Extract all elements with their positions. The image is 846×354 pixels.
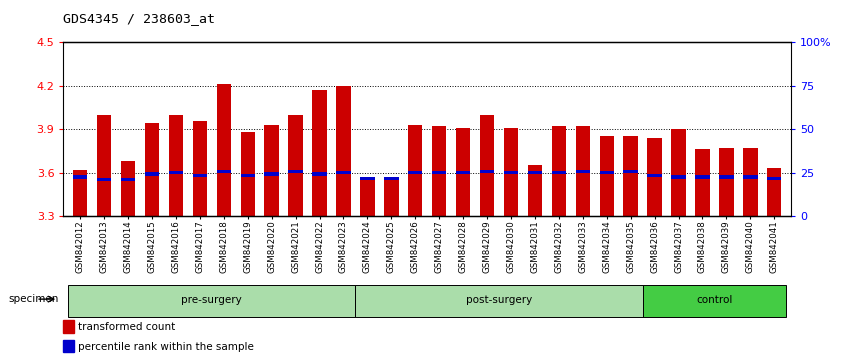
Bar: [672, 175, 686, 178]
Bar: [719, 175, 733, 178]
Bar: [647, 138, 662, 216]
Bar: [384, 178, 398, 216]
Bar: [624, 136, 638, 216]
Text: post-surgery: post-surgery: [466, 295, 532, 305]
Bar: [408, 125, 422, 216]
Bar: [63, 320, 74, 333]
Bar: [288, 170, 303, 173]
Bar: [647, 174, 662, 177]
Bar: [672, 129, 686, 216]
Bar: [312, 90, 327, 216]
Bar: [288, 115, 303, 216]
Bar: [336, 86, 350, 216]
Bar: [193, 174, 207, 177]
Text: percentile rank within the sample: percentile rank within the sample: [78, 342, 254, 352]
Bar: [552, 171, 566, 174]
Bar: [168, 171, 183, 174]
Bar: [121, 161, 135, 216]
Bar: [719, 148, 733, 216]
Bar: [575, 170, 590, 173]
Bar: [480, 170, 494, 173]
Bar: [193, 120, 207, 216]
Text: GDS4345 / 238603_at: GDS4345 / 238603_at: [63, 12, 216, 25]
Bar: [73, 175, 87, 178]
Bar: [552, 126, 566, 216]
Bar: [360, 177, 375, 180]
Bar: [767, 177, 782, 180]
Bar: [240, 132, 255, 216]
Bar: [408, 171, 422, 174]
Bar: [97, 178, 112, 181]
Bar: [217, 84, 231, 216]
Bar: [217, 170, 231, 173]
FancyBboxPatch shape: [643, 285, 786, 317]
Bar: [432, 126, 447, 216]
Bar: [384, 177, 398, 180]
Bar: [240, 174, 255, 177]
Bar: [336, 171, 350, 174]
Bar: [97, 115, 112, 216]
Bar: [480, 115, 494, 216]
Bar: [312, 172, 327, 176]
Bar: [168, 115, 183, 216]
Text: transformed count: transformed count: [78, 322, 175, 332]
Bar: [528, 165, 542, 216]
Bar: [743, 148, 757, 216]
Text: specimen: specimen: [8, 294, 59, 304]
Bar: [695, 175, 710, 178]
Bar: [504, 128, 518, 216]
Bar: [456, 128, 470, 216]
FancyBboxPatch shape: [69, 285, 355, 317]
Bar: [63, 340, 74, 352]
Bar: [575, 126, 590, 216]
FancyBboxPatch shape: [355, 285, 643, 317]
Bar: [360, 177, 375, 216]
Bar: [432, 171, 447, 174]
Bar: [121, 178, 135, 181]
Bar: [73, 170, 87, 216]
Bar: [695, 149, 710, 216]
Bar: [265, 172, 279, 176]
Bar: [456, 171, 470, 174]
Bar: [767, 168, 782, 216]
Bar: [504, 171, 518, 174]
Bar: [145, 124, 159, 216]
Bar: [600, 171, 614, 174]
Bar: [528, 171, 542, 174]
Bar: [600, 136, 614, 216]
Bar: [624, 170, 638, 173]
Text: pre-surgery: pre-surgery: [181, 295, 242, 305]
Bar: [145, 172, 159, 176]
Bar: [265, 125, 279, 216]
Text: control: control: [696, 295, 733, 305]
Bar: [743, 175, 757, 178]
